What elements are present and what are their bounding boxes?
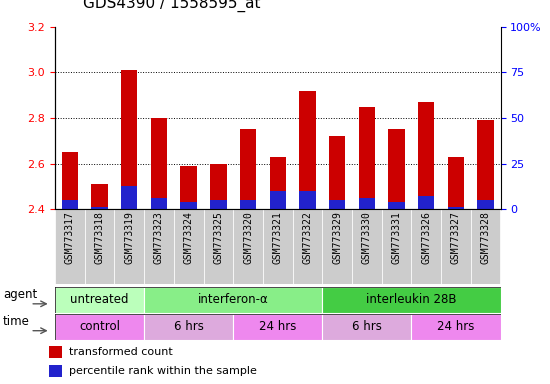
- Text: 24 hrs: 24 hrs: [259, 320, 296, 333]
- Bar: [233, 209, 263, 284]
- Text: GSM773325: GSM773325: [213, 212, 223, 265]
- Bar: [359, 198, 375, 209]
- Bar: [48, 346, 62, 358]
- Text: time: time: [3, 315, 30, 328]
- Bar: [388, 129, 405, 209]
- Text: 24 hrs: 24 hrs: [437, 320, 475, 333]
- Bar: [382, 209, 411, 284]
- Text: interleukin 28B: interleukin 28B: [366, 293, 456, 306]
- Bar: [210, 164, 227, 209]
- Text: GSM773327: GSM773327: [451, 212, 461, 265]
- Bar: [204, 209, 233, 284]
- Bar: [352, 209, 382, 284]
- Bar: [85, 209, 114, 284]
- Text: control: control: [79, 320, 120, 333]
- Bar: [263, 209, 293, 284]
- Text: interferon-α: interferon-α: [198, 293, 268, 306]
- Text: 6 hrs: 6 hrs: [174, 320, 204, 333]
- Bar: [121, 187, 138, 209]
- Text: GSM773322: GSM773322: [302, 212, 312, 265]
- Bar: [322, 287, 500, 313]
- Text: GSM773318: GSM773318: [95, 212, 104, 265]
- Bar: [411, 314, 500, 340]
- Text: GSM773331: GSM773331: [392, 212, 402, 265]
- Bar: [240, 200, 256, 209]
- Bar: [359, 107, 375, 209]
- Bar: [448, 157, 464, 209]
- Bar: [448, 207, 464, 209]
- Text: 6 hrs: 6 hrs: [352, 320, 382, 333]
- Text: GSM773323: GSM773323: [154, 212, 164, 265]
- Text: GSM773319: GSM773319: [124, 212, 134, 265]
- Text: GSM773320: GSM773320: [243, 212, 253, 265]
- Bar: [418, 102, 434, 209]
- Text: GSM773317: GSM773317: [65, 212, 75, 265]
- Bar: [62, 152, 78, 209]
- Bar: [411, 209, 441, 284]
- Bar: [62, 200, 78, 209]
- Bar: [180, 202, 197, 209]
- Bar: [174, 209, 204, 284]
- Bar: [210, 200, 227, 209]
- Text: GDS4390 / 1558595_at: GDS4390 / 1558595_at: [82, 0, 260, 12]
- Text: agent: agent: [3, 288, 37, 301]
- Bar: [329, 136, 345, 209]
- Bar: [270, 157, 286, 209]
- Bar: [180, 166, 197, 209]
- Text: percentile rank within the sample: percentile rank within the sample: [69, 366, 257, 376]
- Bar: [121, 70, 138, 209]
- Bar: [471, 209, 501, 284]
- Bar: [144, 287, 322, 313]
- Bar: [388, 202, 405, 209]
- Text: GSM773324: GSM773324: [184, 212, 194, 265]
- Bar: [299, 91, 316, 209]
- Bar: [293, 209, 322, 284]
- Bar: [55, 314, 144, 340]
- Text: transformed count: transformed count: [69, 347, 173, 357]
- Text: GSM773328: GSM773328: [481, 212, 491, 265]
- Bar: [48, 365, 62, 377]
- Bar: [55, 209, 85, 284]
- Bar: [91, 207, 108, 209]
- Bar: [233, 314, 322, 340]
- Text: GSM773326: GSM773326: [421, 212, 431, 265]
- Text: untreated: untreated: [70, 293, 129, 306]
- Text: GSM773329: GSM773329: [332, 212, 342, 265]
- Bar: [114, 209, 144, 284]
- Bar: [322, 209, 352, 284]
- Bar: [322, 314, 411, 340]
- Bar: [418, 195, 434, 209]
- Bar: [270, 191, 286, 209]
- Bar: [240, 129, 256, 209]
- Text: GSM773330: GSM773330: [362, 212, 372, 265]
- Bar: [144, 314, 233, 340]
- Bar: [329, 200, 345, 209]
- Bar: [151, 198, 167, 209]
- Bar: [299, 191, 316, 209]
- Bar: [477, 120, 494, 209]
- Bar: [441, 209, 471, 284]
- Bar: [91, 184, 108, 209]
- Bar: [477, 200, 494, 209]
- Bar: [151, 118, 167, 209]
- Text: GSM773321: GSM773321: [273, 212, 283, 265]
- Bar: [55, 287, 144, 313]
- Bar: [144, 209, 174, 284]
